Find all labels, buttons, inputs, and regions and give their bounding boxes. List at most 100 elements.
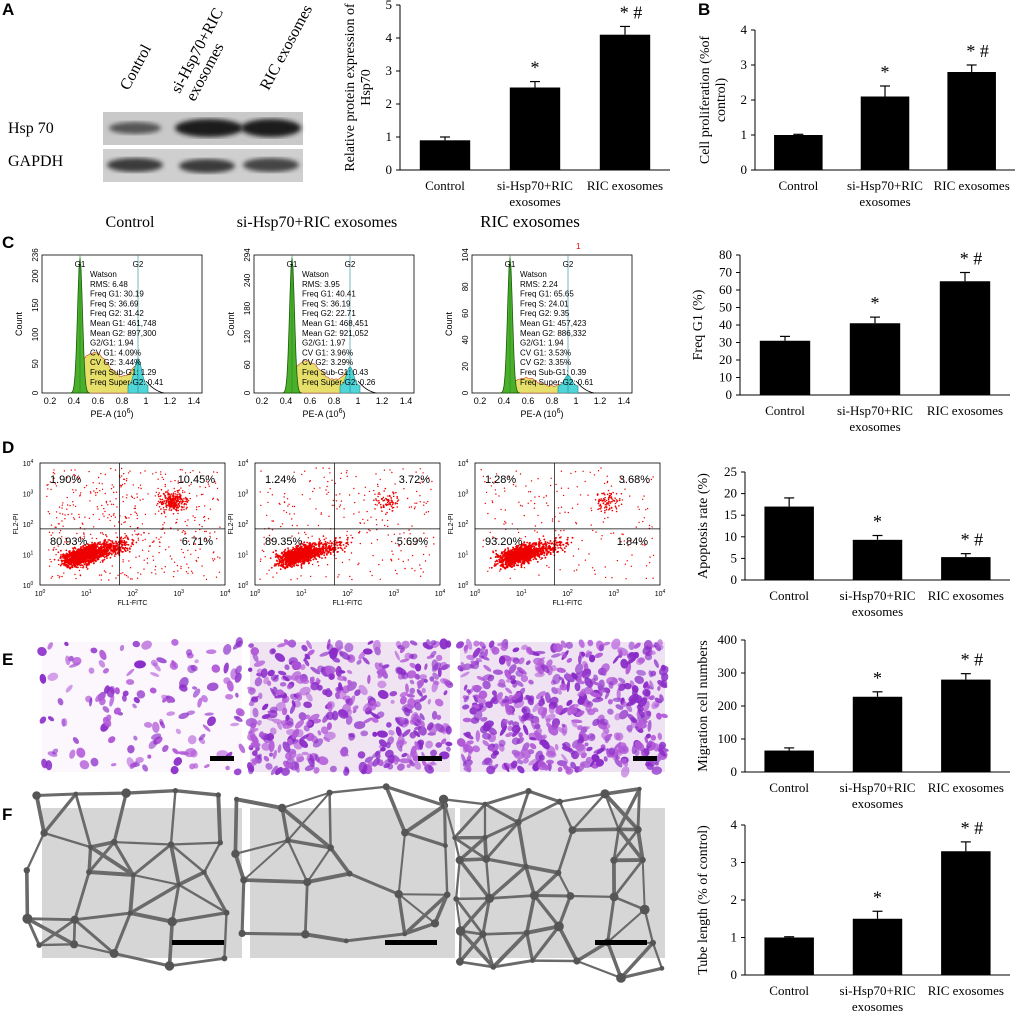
event-dot bbox=[121, 541, 124, 544]
event-dot bbox=[83, 533, 85, 535]
event-dot bbox=[65, 537, 67, 540]
event-dot bbox=[46, 495, 48, 498]
event-dot bbox=[300, 550, 302, 553]
event-dot bbox=[86, 554, 88, 556]
event-dot bbox=[382, 496, 385, 499]
event-dot bbox=[146, 562, 149, 564]
event-dot bbox=[214, 482, 217, 484]
event-dot bbox=[303, 541, 306, 544]
event-dot bbox=[81, 538, 84, 540]
event-dot bbox=[164, 485, 166, 488]
event-dot bbox=[203, 520, 206, 522]
event-dot bbox=[275, 553, 278, 555]
event-dot bbox=[329, 553, 332, 555]
event-dot bbox=[136, 496, 138, 498]
event-dot bbox=[94, 545, 96, 547]
event-dot bbox=[359, 542, 361, 545]
g1-label: G1 bbox=[75, 260, 86, 269]
event-dot bbox=[101, 504, 103, 507]
panel-label-f: F bbox=[2, 805, 13, 824]
event-dot bbox=[353, 487, 355, 490]
event-dot bbox=[313, 550, 316, 552]
event-dot bbox=[378, 501, 380, 504]
event-dot bbox=[126, 549, 129, 551]
event-dot bbox=[404, 567, 406, 570]
event-dot bbox=[94, 557, 97, 559]
event-dot bbox=[144, 470, 146, 472]
y-tick-label: 180 bbox=[243, 301, 252, 315]
event-dot bbox=[116, 549, 118, 551]
event-dot bbox=[79, 561, 81, 563]
event-dot bbox=[216, 471, 218, 474]
event-dot bbox=[430, 488, 432, 491]
event-dot bbox=[280, 561, 283, 564]
y-tick-label: 100 bbox=[31, 327, 40, 341]
event-dot bbox=[177, 480, 179, 482]
event-dot bbox=[126, 478, 128, 480]
event-dot bbox=[95, 494, 97, 496]
event-dot bbox=[380, 506, 382, 508]
event-dot bbox=[171, 500, 173, 502]
apoptosis-dotplot-control: 1.90% 10.45%80.93% 6.71%100100101101102102… bbox=[13, 459, 231, 607]
event-dot bbox=[105, 545, 107, 547]
event-dot bbox=[181, 505, 183, 508]
event-dot bbox=[156, 504, 158, 506]
event-dot bbox=[212, 497, 215, 499]
event-dot bbox=[431, 480, 433, 483]
event-dot bbox=[340, 500, 343, 502]
event-dot bbox=[127, 472, 130, 474]
event-dot bbox=[107, 543, 109, 546]
event-dot bbox=[64, 558, 66, 560]
event-dot bbox=[131, 534, 133, 536]
event-dot bbox=[322, 545, 325, 548]
event-dot bbox=[111, 540, 114, 542]
event-dot bbox=[95, 488, 98, 490]
event-dot bbox=[47, 488, 49, 490]
event-dot bbox=[307, 545, 310, 547]
event-dot bbox=[284, 559, 287, 561]
event-dot bbox=[126, 543, 128, 546]
event-dot bbox=[346, 530, 348, 533]
event-dot bbox=[134, 507, 137, 510]
event-dot bbox=[543, 554, 546, 557]
event-dot bbox=[124, 574, 126, 576]
event-dot bbox=[323, 551, 326, 553]
event-dot bbox=[67, 553, 70, 556]
event-dot bbox=[48, 549, 50, 551]
event-dot bbox=[48, 513, 51, 515]
event-dot bbox=[425, 545, 427, 548]
event-dot bbox=[187, 499, 190, 502]
event-dot bbox=[208, 485, 210, 487]
event-dot bbox=[58, 563, 60, 566]
event-dot bbox=[132, 543, 135, 546]
event-dot bbox=[106, 535, 108, 538]
event-dot bbox=[115, 532, 117, 534]
stat-line: Freq Sub-G1: 0.43 bbox=[302, 368, 369, 377]
event-dot bbox=[70, 469, 72, 471]
event-dot bbox=[299, 548, 302, 551]
event-dot bbox=[192, 515, 194, 517]
event-dot bbox=[422, 472, 424, 474]
event-dot bbox=[218, 571, 221, 573]
event-dot bbox=[80, 564, 83, 566]
event-dot bbox=[116, 536, 119, 539]
event-dot bbox=[390, 497, 393, 499]
event-dot bbox=[111, 484, 113, 486]
event-dot bbox=[187, 519, 189, 521]
event-dot bbox=[65, 549, 68, 552]
event-dot bbox=[185, 507, 188, 510]
event-dot bbox=[269, 557, 272, 559]
event-dot bbox=[115, 540, 117, 543]
stat-line: Freq S: 36.19 bbox=[302, 299, 351, 308]
event-dot bbox=[270, 539, 272, 541]
event-dot bbox=[213, 558, 216, 560]
y-tick-label: 101 bbox=[238, 551, 249, 560]
event-dot bbox=[79, 564, 82, 567]
stat-line: RMS: 6.48 bbox=[90, 280, 128, 289]
event-dot bbox=[134, 505, 136, 507]
event-dot bbox=[95, 551, 97, 553]
event-dot bbox=[180, 567, 182, 570]
event-dot bbox=[378, 499, 380, 502]
event-dot bbox=[324, 547, 327, 550]
event-dot bbox=[311, 563, 314, 566]
